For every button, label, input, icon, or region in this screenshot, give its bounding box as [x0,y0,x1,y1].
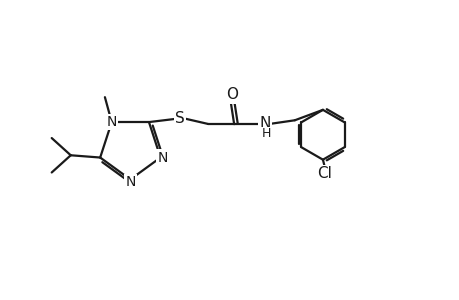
Text: O: O [226,87,238,102]
Text: N: N [106,115,117,129]
Text: N: N [157,151,168,164]
Text: N: N [259,116,270,131]
Text: Cl: Cl [317,166,331,181]
Text: N: N [125,175,135,189]
Text: H: H [262,128,271,140]
Text: S: S [174,111,184,126]
